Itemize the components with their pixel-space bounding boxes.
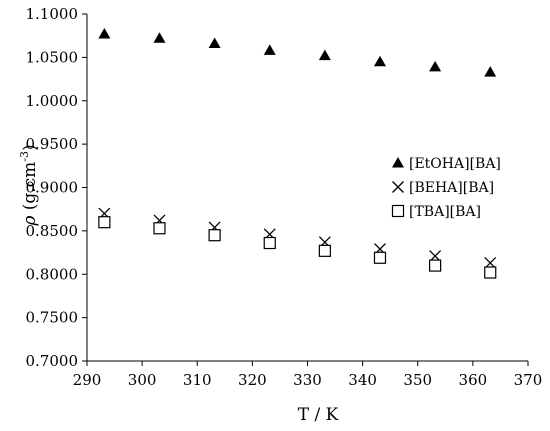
y-tick-label: 0.8500: [26, 222, 79, 240]
data-point: [98, 27, 111, 39]
x-tick-label: 310: [183, 371, 212, 389]
x-axis-title: T / K: [298, 405, 339, 425]
data-point: [373, 55, 386, 67]
y-axis-unit-close: ): [20, 144, 40, 151]
data-point: [263, 236, 276, 250]
legend-label: [TBA][BA]: [409, 204, 481, 220]
data-point: [208, 37, 221, 48]
y-tick-label: 0.9500: [26, 135, 79, 153]
data-point: [153, 222, 166, 235]
data-point: [318, 49, 331, 61]
data-point: [429, 259, 442, 272]
y-tick-label: 0.7500: [26, 309, 79, 327]
y-tick-label: 0.7000: [26, 352, 79, 370]
legend-item: [EtOHA][BA]: [392, 156, 501, 172]
x-tick-label: 290: [73, 371, 102, 389]
x-tick-label: 370: [514, 371, 543, 389]
x-tick-label: 300: [128, 371, 157, 389]
series-3: [98, 216, 497, 279]
y-tick-label: 1.0500: [26, 48, 79, 66]
cross-stroke: [392, 181, 404, 193]
legend: [EtOHA][BA] [BEHA][BA] [TBA][BA]: [391, 156, 501, 220]
y-axis-unit: (g.cm: [20, 162, 40, 216]
data-point: [318, 244, 331, 257]
legend-label: [EtOHA][BA]: [409, 156, 501, 172]
y-tick-label: 0.8000: [26, 265, 79, 283]
data-point: [429, 60, 442, 72]
y-axis-unit-exponent: -3: [18, 151, 31, 162]
data-point: [484, 266, 497, 279]
y-tick-label: 0.9000: [26, 179, 79, 197]
legend-item: [BEHA][BA]: [392, 180, 494, 196]
legend-marker: [391, 204, 405, 218]
x-tick-label: 320: [238, 371, 267, 389]
data-point: [373, 251, 387, 264]
x-tick-label: 330: [293, 371, 322, 389]
x-tick-label: 340: [348, 371, 377, 389]
y-tick-label: 1.0000: [26, 92, 79, 110]
data-points: [98, 27, 497, 279]
data-point: [153, 32, 166, 43]
series-1: [98, 27, 497, 77]
legend-marker: [392, 157, 404, 168]
y-tick-label: 1.1000: [26, 5, 79, 23]
data-point: [263, 44, 276, 55]
y-axis-title: ρ (g.cm-3): [18, 144, 40, 226]
x-tick-label: 360: [459, 371, 488, 389]
data-point: [484, 66, 497, 77]
legend-label: [BEHA][BA]: [409, 180, 494, 196]
y-axis-ticks: 0.7000 0.7500 0.8000 0.8500 0.9000 0.9500 1.00…: [26, 5, 87, 370]
x-tick-label: 350: [403, 371, 432, 389]
data-point: [208, 229, 221, 242]
y-axis-symbol: ρ: [20, 216, 40, 227]
legend-marker: [392, 181, 404, 193]
x-axis-ticks: 290 300 310 320 330 340 350 360 370: [73, 361, 543, 389]
legend-item: [TBA][BA]: [391, 204, 481, 220]
data-point: [98, 216, 111, 229]
